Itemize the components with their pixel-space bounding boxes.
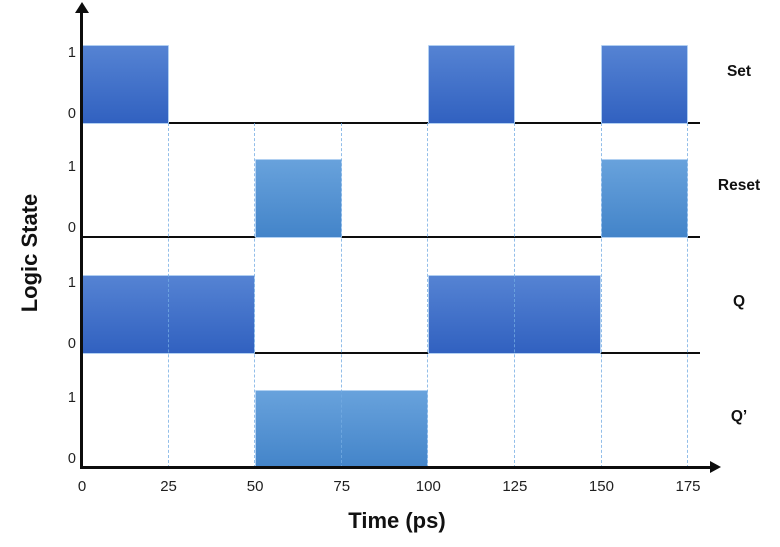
gridline-125ps <box>514 123 516 468</box>
x-tick-label: 100 <box>415 478 441 495</box>
signal-bar <box>601 159 688 238</box>
gridline-100ps <box>427 123 429 468</box>
signal-name-label: Set <box>726 63 752 80</box>
signal-name-label: Q <box>732 293 746 310</box>
signal-bar <box>82 45 169 124</box>
signal-baseline <box>82 351 700 355</box>
x-tick-label: 175 <box>675 478 701 495</box>
x-tick-label: 75 <box>333 478 351 495</box>
signal-name-label: Reset <box>717 177 761 194</box>
x-axis-arrow-icon <box>710 461 721 473</box>
signal-bar <box>255 159 342 238</box>
x-tick-label: 125 <box>502 478 528 495</box>
row-tick-0: 0 <box>67 220 76 236</box>
row-tick-0: 0 <box>67 106 76 122</box>
x-axis-title: Time (ps) <box>348 508 446 533</box>
signal-baseline <box>82 121 700 125</box>
gridline-25ps <box>167 123 169 468</box>
signal-name-label: Q’ <box>730 408 748 425</box>
y-axis-arrow-icon <box>74 2 89 13</box>
row-tick-0: 0 <box>67 451 76 467</box>
y-axis-line <box>80 10 83 468</box>
row-tick-1: 1 <box>67 390 76 406</box>
x-tick-label: 150 <box>588 478 614 495</box>
gridline-175ps <box>687 123 689 468</box>
row-tick-1: 1 <box>67 45 76 61</box>
signal-baseline <box>82 235 700 239</box>
gridline-150ps <box>600 123 602 468</box>
x-tick-label: 0 <box>77 478 87 495</box>
x-axis-line <box>80 466 712 469</box>
x-tick-label: 50 <box>246 478 264 495</box>
gridline-75ps <box>340 123 342 468</box>
x-tick-label: 25 <box>160 478 177 495</box>
signal-bar <box>428 45 515 124</box>
row-tick-1: 1 <box>67 159 76 175</box>
y-axis-title: Logic State <box>17 193 42 313</box>
gridline-50ps <box>254 123 256 468</box>
signal-bar <box>601 45 688 124</box>
row-tick-0: 0 <box>67 336 76 352</box>
row-tick-1: 1 <box>67 275 76 291</box>
